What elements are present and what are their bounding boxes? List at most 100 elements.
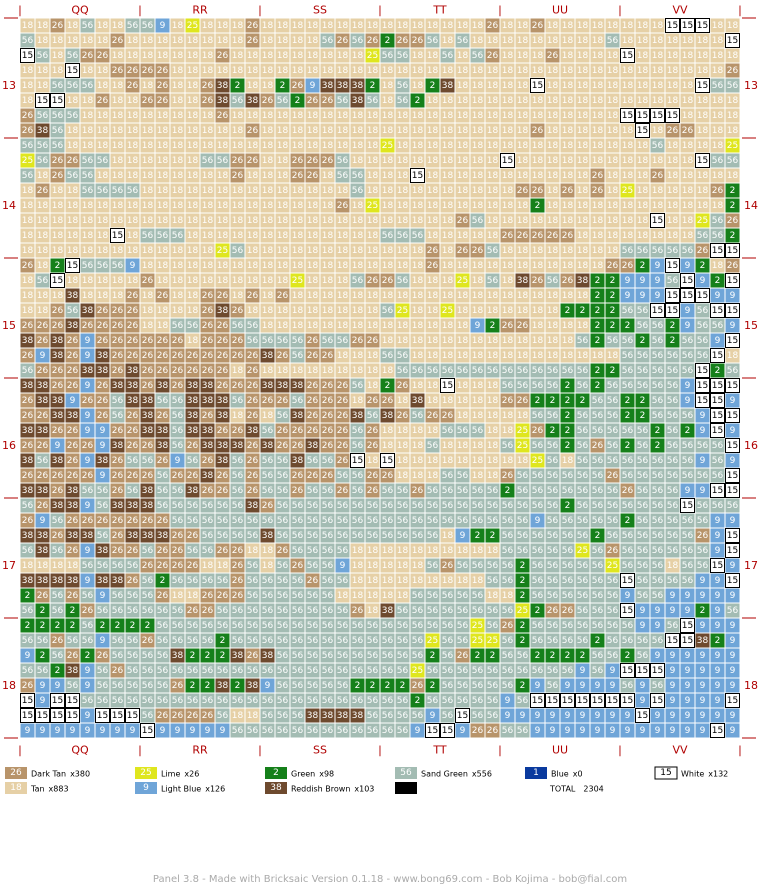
legend-code: 38 (270, 783, 282, 793)
cell-code: 26 (397, 381, 409, 391)
cell-code: 26 (337, 441, 349, 451)
cell-code: 56 (682, 351, 694, 361)
cell-code: 56 (262, 486, 274, 496)
cell-code: 18 (547, 216, 559, 226)
cell-code: 18 (247, 711, 259, 721)
cell-code: 26 (502, 321, 514, 331)
cell-code: 56 (457, 486, 469, 496)
cell-code: 18 (397, 156, 409, 166)
cell-code: 18 (67, 96, 79, 106)
cell-code: 26 (502, 471, 514, 481)
cell-code: 38 (112, 381, 124, 391)
cell-code: 56 (187, 516, 199, 526)
cell-code: 56 (37, 141, 49, 151)
cell-code: 18 (277, 366, 289, 376)
cell-code: 18 (157, 111, 169, 121)
cell-code: 18 (187, 66, 199, 76)
cell-code: 38 (157, 381, 169, 391)
cell-code: 56 (607, 426, 619, 436)
cell-code: 56 (712, 156, 724, 166)
cell-code: 18 (457, 81, 469, 91)
cell-code: 18 (532, 306, 544, 316)
row-label: 15 (744, 319, 758, 332)
cell-code: 18 (292, 21, 304, 31)
cell-code: 26 (307, 336, 319, 346)
cell-code: 26 (52, 531, 64, 541)
cell (725, 93, 740, 108)
cell-code: 18 (607, 126, 619, 136)
cell-code: 26 (172, 681, 184, 691)
cell-code: 56 (652, 366, 664, 376)
cell-code: 15 (622, 666, 633, 676)
cell-code: 56 (532, 366, 544, 376)
cell-code: 18 (697, 36, 709, 46)
cell-code: 18 (247, 201, 259, 211)
cell-code: 56 (322, 516, 334, 526)
cell-code: 38 (82, 306, 94, 316)
cell (140, 48, 155, 63)
cell-code: 56 (592, 516, 604, 526)
cell-code: 26 (112, 336, 124, 346)
cell-code: 56 (472, 426, 484, 436)
cell-code: 38 (67, 666, 79, 676)
cell-code: 26 (472, 726, 484, 736)
cell-code: 56 (607, 516, 619, 526)
cell-code: 56 (592, 651, 604, 661)
cell-code: 38 (22, 381, 34, 391)
cell (20, 33, 35, 48)
cell-code: 26 (667, 126, 679, 136)
cell-code: 56 (97, 261, 109, 271)
cell (80, 33, 95, 48)
cell-code: 26 (337, 411, 349, 421)
cell-code: 18 (412, 156, 424, 166)
cell-code: 18 (217, 201, 229, 211)
cell-code: 18 (562, 111, 574, 121)
cell-code: 18 (277, 246, 289, 256)
cell (260, 48, 275, 63)
cell-code: 38 (82, 531, 94, 541)
cell-code: 38 (52, 501, 64, 511)
cell (515, 48, 530, 63)
cell-code: 9 (730, 396, 736, 406)
cell-code: 18 (277, 21, 289, 31)
cell-code: 9 (715, 576, 721, 586)
cell-code: 18 (502, 306, 514, 316)
cell (575, 33, 590, 48)
cell-code: 56 (202, 621, 214, 631)
cell-code: 18 (442, 231, 454, 241)
cell-code: 18 (577, 51, 589, 61)
cell-code: 56 (667, 576, 679, 586)
cell-code: 18 (157, 306, 169, 316)
cell-code: 26 (517, 231, 529, 241)
cell-code: 15 (142, 726, 153, 736)
cell-code: 38 (157, 441, 169, 451)
cell-code: 18 (487, 471, 499, 481)
cell-code: 9 (685, 591, 691, 601)
cell-code: 26 (307, 426, 319, 436)
cell-code: 26 (532, 426, 544, 436)
cell-code: 15 (67, 261, 78, 271)
cell-code: 9 (130, 726, 136, 736)
cell (695, 63, 710, 78)
cell-code: 18 (142, 321, 154, 331)
cell-code: 18 (352, 306, 364, 316)
row-label: 16 (2, 439, 16, 452)
separator: | (258, 4, 262, 17)
cell-code: 9 (670, 606, 676, 616)
cell-code: 56 (307, 546, 319, 556)
cell-code: 26 (187, 441, 199, 451)
cell-code: 18 (337, 186, 349, 196)
cell-code: 56 (622, 306, 634, 316)
cell-code: 2 (490, 651, 496, 661)
cell-code: 18 (142, 246, 154, 256)
cell-code: 18 (472, 471, 484, 481)
cell-code: 26 (457, 246, 469, 256)
cell-code: 18 (157, 186, 169, 196)
cell (155, 48, 170, 63)
legend-name: Dark Tan (31, 770, 66, 779)
cell-code: 56 (307, 666, 319, 676)
cell-code: 26 (97, 516, 109, 526)
cell-code: 26 (412, 486, 424, 496)
cell-code: 56 (352, 726, 364, 736)
cell-code: 18 (382, 111, 394, 121)
